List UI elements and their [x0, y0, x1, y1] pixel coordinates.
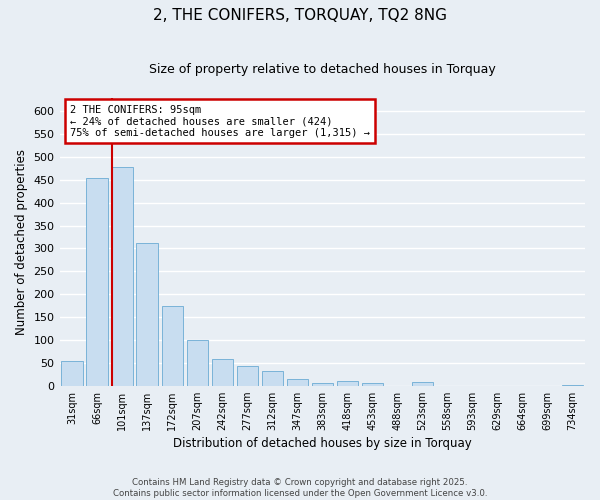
Bar	[61, 360, 83, 386]
Bar	[262, 371, 283, 386]
Bar	[236, 366, 258, 386]
Bar	[187, 340, 208, 386]
Title: Size of property relative to detached houses in Torquay: Size of property relative to detached ho…	[149, 62, 496, 76]
Text: Contains HM Land Registry data © Crown copyright and database right 2025.
Contai: Contains HM Land Registry data © Crown c…	[113, 478, 487, 498]
Text: 2 THE CONIFERS: 95sqm
← 24% of detached houses are smaller (424)
75% of semi-det: 2 THE CONIFERS: 95sqm ← 24% of detached …	[70, 104, 370, 138]
Bar	[136, 243, 158, 386]
Bar	[337, 381, 358, 386]
Bar	[86, 178, 108, 386]
X-axis label: Distribution of detached houses by size in Torquay: Distribution of detached houses by size …	[173, 437, 472, 450]
Text: 2, THE CONIFERS, TORQUAY, TQ2 8NG: 2, THE CONIFERS, TORQUAY, TQ2 8NG	[153, 8, 447, 22]
Bar	[412, 382, 433, 386]
Bar	[287, 379, 308, 386]
Bar	[362, 384, 383, 386]
Bar	[112, 167, 133, 386]
Bar	[212, 359, 233, 386]
Bar	[311, 383, 333, 386]
Y-axis label: Number of detached properties: Number of detached properties	[15, 148, 28, 334]
Bar	[562, 385, 583, 386]
Bar	[161, 306, 183, 386]
